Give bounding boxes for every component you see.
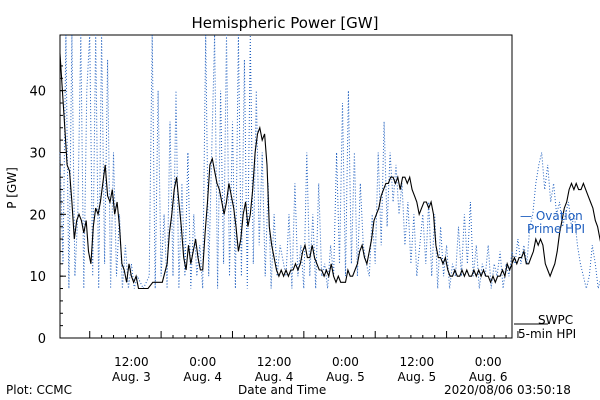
x-tick-time-label: 0:00 [332, 355, 359, 369]
x-tick-time-label: 12:00 [257, 355, 292, 369]
y-axis-ticks: 0 10 20 30 40 [29, 65, 66, 347]
y-tick-label: 30 [29, 146, 46, 161]
legend-swpc-line1: SWPC [538, 313, 573, 327]
x-tick-date-label: Aug. 5 [326, 370, 365, 384]
y-tick-label: 0 [38, 332, 46, 347]
chart-title: Hemispheric Power [GW] [192, 14, 379, 32]
plot-frame [59, 34, 513, 339]
x-tick-date-label: Aug. 5 [397, 370, 436, 384]
x-tick-date-label: Aug. 4 [255, 370, 294, 384]
x-tick-time-label: 12:00 [114, 355, 149, 369]
series-swpc-line [59, 53, 600, 290]
legend-swpc-line2: 5-min HPI [518, 327, 576, 341]
x-tick-date-label: Aug. 4 [183, 370, 222, 384]
series-layer [59, 34, 600, 290]
x-axis-label: Date and Time [238, 383, 327, 397]
legend-ovation-line1: — Ovation [520, 209, 583, 223]
x-tick-time-label: 0:00 [189, 355, 216, 369]
x-tick-time-label: 0:00 [475, 355, 502, 369]
series-ovation-line [59, 34, 600, 290]
x-tick-time-label: 12:00 [400, 355, 435, 369]
legend-ovation-line2: Prime HPI [527, 222, 585, 236]
x-tick-date-label: Aug. 3 [112, 370, 151, 384]
y-tick-label: 10 [29, 270, 46, 285]
plot-timestamp: 2020/08/06 03:50:18 [444, 383, 571, 397]
y-tick-label: 40 [29, 85, 46, 100]
y-axis-label: P [GW] [5, 167, 19, 209]
y-tick-label: 20 [29, 208, 46, 223]
plot-credit: Plot: CCMC [6, 383, 72, 397]
x-tick-date-label: Aug. 6 [469, 370, 508, 384]
